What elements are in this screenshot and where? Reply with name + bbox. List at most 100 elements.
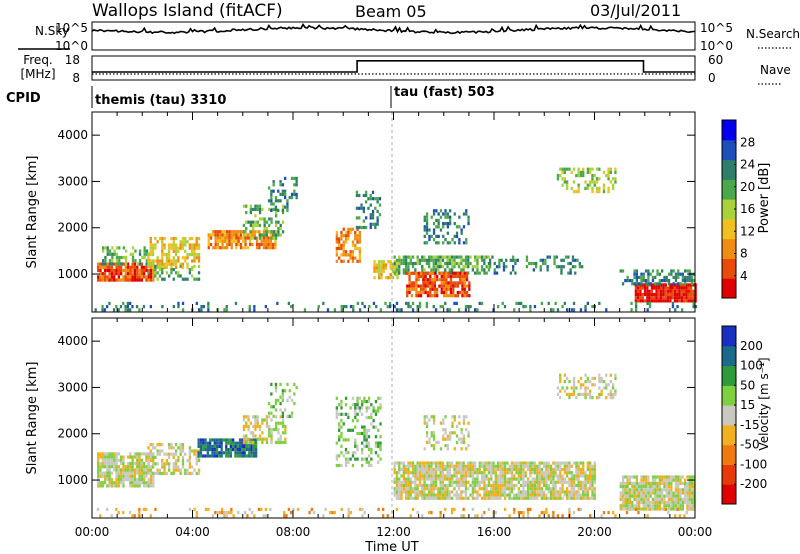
velocity-cell (97, 455, 100, 459)
velocity-cell (110, 461, 114, 466)
velocity-cell (529, 490, 532, 494)
power-cell (235, 236, 238, 240)
power-cell (272, 236, 275, 240)
velocity-colorbar-label: Velocity [m s⁻¹] (757, 357, 771, 450)
power-cell (145, 262, 149, 266)
velocity-cell (651, 497, 655, 501)
velocity-cell (600, 380, 603, 384)
power-cell (432, 268, 435, 272)
power-cell (369, 225, 372, 230)
velocity-cell (108, 465, 111, 469)
velocity-cell (432, 483, 435, 488)
velocity-cell (414, 480, 417, 484)
velocity-cell (568, 490, 571, 494)
velocity-cell (568, 471, 571, 475)
power-cell (498, 258, 501, 262)
power-cell (102, 249, 105, 253)
velocity-cell (293, 402, 296, 406)
velocity-cell (688, 504, 691, 508)
velocity-cell (177, 465, 180, 469)
power-cell (449, 215, 452, 219)
power-cell (255, 242, 259, 247)
power-cell (419, 294, 423, 298)
velocity-cell (409, 487, 412, 491)
power-cell (340, 308, 343, 312)
velocity-cell (103, 452, 107, 456)
power-cell (99, 268, 102, 273)
velocity-cell (478, 464, 481, 468)
velocity-cell (503, 474, 507, 478)
power-cell (446, 225, 449, 229)
power-cell (572, 301, 576, 305)
velocity-cell (559, 464, 562, 468)
velocity-cell (354, 412, 357, 416)
velocity-cell (372, 425, 375, 429)
velocity-cell (570, 471, 573, 475)
velocity-cell (586, 376, 589, 380)
velocity-cell (172, 465, 175, 469)
velocity-cell (579, 383, 583, 387)
power-cell (195, 243, 198, 247)
power-cell (480, 268, 484, 272)
velocity-cell (260, 507, 263, 511)
velocity-cell (425, 434, 429, 438)
velocity-cell (640, 501, 643, 505)
power-cell (426, 284, 430, 288)
power-cell (476, 265, 479, 269)
velocity-cell (442, 434, 445, 438)
velocity-cell (154, 471, 157, 475)
power-cell (459, 281, 462, 285)
power-cell (638, 282, 641, 286)
velocity-cell (570, 493, 573, 497)
power-cell (689, 299, 693, 303)
velocity-cell (474, 490, 477, 494)
power-cell (193, 256, 196, 260)
power-cell (115, 305, 118, 309)
power-cell (125, 259, 128, 263)
power-cell (254, 207, 257, 211)
power-cell (170, 237, 173, 241)
velocity-cell (508, 493, 511, 497)
velocity-cell (441, 477, 445, 481)
velocity-cell (570, 386, 573, 390)
velocity-cell (572, 511, 576, 515)
velocity-cell (647, 507, 650, 511)
power-cell (111, 255, 114, 260)
velocity-cell (444, 496, 447, 500)
velocity-cell (536, 480, 539, 484)
velocity-cell (515, 493, 518, 497)
power-cell (425, 222, 429, 226)
velocity-cell (131, 468, 134, 472)
velocity-cell (614, 389, 617, 393)
velocity-cell (490, 483, 493, 488)
power-cell (277, 227, 280, 231)
velocity-cell (247, 428, 250, 432)
power-cell (349, 256, 352, 260)
velocity-cell (395, 493, 399, 497)
velocity-cell (174, 459, 178, 463)
power-cell (431, 281, 434, 285)
velocity-cell (506, 480, 509, 484)
velocity-cell (494, 511, 497, 515)
power-cell (358, 234, 361, 238)
power-cell (191, 246, 194, 250)
velocity-cell (568, 480, 571, 484)
power-cell (410, 284, 413, 288)
power-cell (438, 284, 441, 288)
velocity-cell (526, 490, 530, 494)
velocity-cell (540, 477, 543, 481)
velocity-colorbar-swatch (722, 464, 736, 485)
velocity-cell (637, 511, 640, 515)
power-cell (570, 308, 573, 312)
power-cell (177, 246, 180, 250)
velocity-cell (589, 474, 592, 478)
power-cell (465, 241, 468, 245)
power-cell (431, 294, 434, 298)
power-cell (569, 268, 572, 272)
power-cell (261, 207, 264, 211)
velocity-cell (138, 511, 141, 515)
power-cell (463, 274, 466, 279)
power-cell (642, 272, 645, 276)
velocity-cell (651, 501, 655, 505)
velocity-cell (367, 396, 371, 400)
